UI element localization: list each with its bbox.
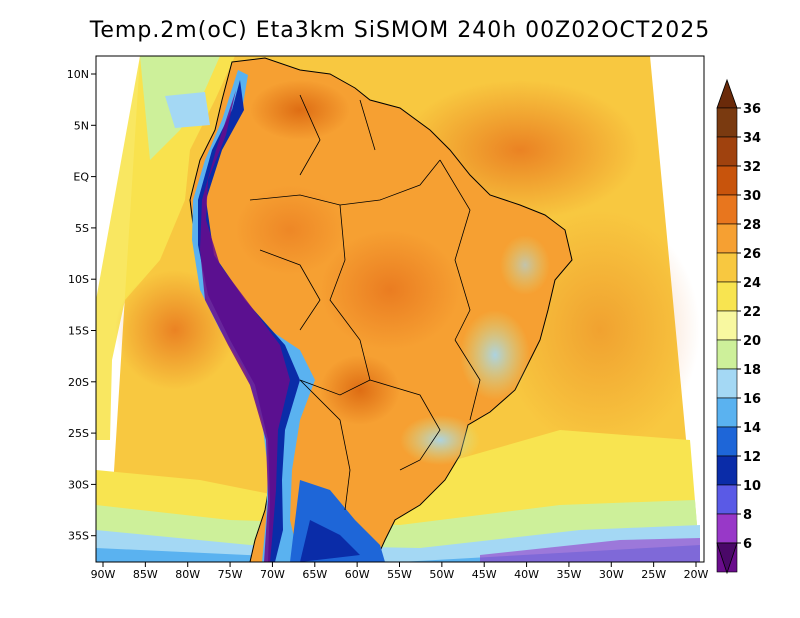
colorbar-swatch <box>717 514 737 543</box>
lon-tick-label: 30W <box>599 568 624 581</box>
lon-tick-label: 60W <box>345 568 370 581</box>
colorbar-swatch <box>717 108 737 137</box>
lat-tick-label: 20S <box>68 376 89 389</box>
colorbar-label: 14 <box>743 421 761 436</box>
colorbar-swatch <box>717 137 737 166</box>
lon-tick-label: 55W <box>387 568 412 581</box>
longitude-axis: 90W 85W 80W 75W 70W 65W 60W 55W 50W 45W 40W 35W 30W 2… <box>91 562 709 581</box>
colorbar-swatch <box>717 485 737 514</box>
lat-tick-label: 35S <box>68 530 89 543</box>
lon-tick-label: 45W <box>472 568 497 581</box>
colorbar-top-cap <box>717 80 737 108</box>
colorbar-label: 8 <box>743 508 752 523</box>
colorbar-swatch <box>717 369 737 398</box>
colorbar-label: 6 <box>743 537 752 552</box>
lon-tick-label: 40W <box>514 568 539 581</box>
lon-tick-label: 70W <box>260 568 285 581</box>
lat-tick-label: 30S <box>68 478 89 491</box>
colorbar-swatch <box>717 166 737 195</box>
colorbar-swatch <box>717 398 737 427</box>
colorbar-swatch <box>717 253 737 282</box>
colorbar-label: 34 <box>743 131 761 146</box>
colorbar-label: 28 <box>743 218 761 233</box>
lon-tick-label: 90W <box>91 568 116 581</box>
lon-tick-label: 25W <box>641 568 666 581</box>
lat-tick-label: 10N <box>67 68 89 81</box>
lon-tick-label: 20W <box>684 568 709 581</box>
colorbar-swatch <box>717 195 737 224</box>
colorbar-swatch <box>717 456 737 485</box>
lat-tick-label: EQ <box>73 171 89 184</box>
colorbar-label: 22 <box>743 305 761 320</box>
lat-tick-label: 25S <box>68 427 89 440</box>
colorbar-swatch <box>717 340 737 369</box>
forecast-figure: 90W 85W 80W 75W 70W 65W 60W 55W 50W 45W 40W 35W 30W 2… <box>0 0 800 618</box>
colorbar-swatch <box>717 311 737 340</box>
latitude-axis: 10N 5N EQ 5S 10S 15S 20S 25S 30S 35S <box>67 68 96 543</box>
lon-tick-label: 75W <box>218 568 243 581</box>
colorbar-label: 26 <box>743 247 761 262</box>
lat-tick-label: 15S <box>68 325 89 338</box>
map-domain <box>96 56 700 562</box>
colorbar-swatch <box>717 427 737 456</box>
lon-tick-label: 85W <box>133 568 158 581</box>
lat-tick-label: 5N <box>74 119 89 132</box>
colorbar-swatch <box>717 224 737 253</box>
lon-tick-label: 35W <box>556 568 581 581</box>
lon-tick-label: 50W <box>429 568 454 581</box>
temperature-colorbar: 36 34 32 30 28 26 24 22 20 18 16 14 12 10 8 6 <box>717 80 761 573</box>
lat-tick-label: 10S <box>68 273 89 286</box>
colorbar-label: 24 <box>743 276 761 291</box>
lat-tick-label: 5S <box>75 222 89 235</box>
lon-tick-label: 65W <box>302 568 327 581</box>
lon-tick-label: 80W <box>175 568 200 581</box>
colorbar-label: 16 <box>743 392 761 407</box>
colorbar-label: 20 <box>743 334 761 349</box>
colorbar-label: 32 <box>743 160 761 175</box>
colorbar-label: 10 <box>743 479 761 494</box>
colorbar-label: 36 <box>743 102 761 117</box>
colorbar-label: 30 <box>743 189 761 204</box>
colorbar-label: 12 <box>743 450 761 465</box>
colorbar-swatch <box>717 282 737 311</box>
colorbar-label: 18 <box>743 363 761 378</box>
